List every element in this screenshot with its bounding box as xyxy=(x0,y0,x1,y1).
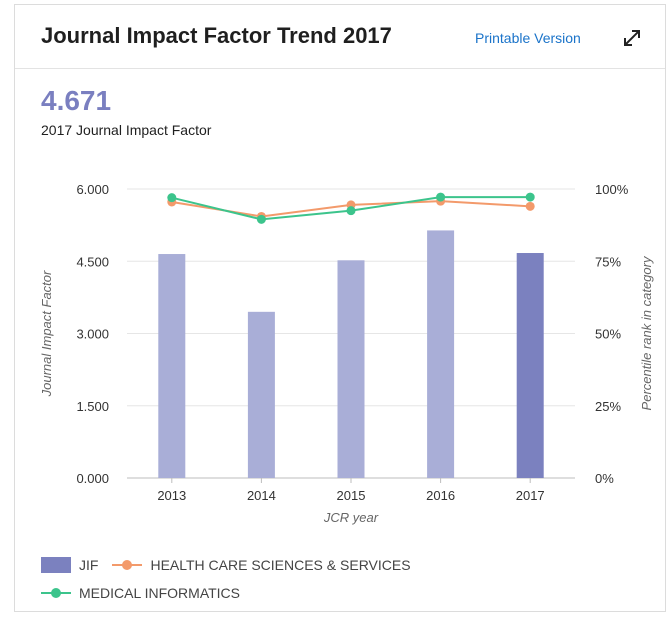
y-tick-label: 0.000 xyxy=(76,471,109,486)
jif-trend-card: Journal Impact Factor Trend 2017 Printab… xyxy=(14,4,666,612)
legend-swatch-medical-informatics xyxy=(41,585,71,601)
bar-2017 xyxy=(516,253,544,478)
legend-label-jif: JIF xyxy=(79,557,99,573)
legend-swatch-health-care xyxy=(112,557,143,573)
card-header: Journal Impact Factor Trend 2017 Printab… xyxy=(15,5,665,69)
y-tick-label: 1.500 xyxy=(76,399,109,414)
bar-layer xyxy=(158,230,544,478)
y-tick-label: 3.000 xyxy=(76,327,109,342)
line-layer xyxy=(167,192,535,224)
bar-2013 xyxy=(158,254,186,478)
jif-value: 4.671 xyxy=(41,85,112,116)
y2-axis-title: Percentile rank in category xyxy=(639,255,654,410)
card-title: Journal Impact Factor Trend 2017 xyxy=(41,23,392,48)
point-medical-informatics-2016 xyxy=(436,192,446,202)
expand-arrows-icon[interactable] xyxy=(621,27,643,49)
legend-swatch-jif xyxy=(41,557,71,573)
printable-version-link[interactable]: Printable Version xyxy=(475,30,581,46)
jif-trend-chart: 0.000 1.500 3.000 4.500 6.000 0% 25% 50% 75% 100%… xyxy=(39,182,654,525)
point-medical-informatics-2015 xyxy=(346,206,356,216)
bar-2015 xyxy=(337,260,365,478)
point-medical-informatics-2013 xyxy=(167,193,177,203)
bar-2016 xyxy=(427,230,455,478)
y-tick-label: 6.000 xyxy=(76,182,109,197)
y-axis-title: Journal Impact Factor xyxy=(39,270,54,397)
y2-tick-label: 25% xyxy=(595,399,621,414)
legend-label-health-care: HEALTH CARE SCIENCES & SERVICES xyxy=(150,557,411,573)
y2-tick-label: 100% xyxy=(595,182,629,197)
chart-legend: JIF HEALTH CARE SCIENCES & SERVICES MEDI… xyxy=(41,551,641,607)
legend-row-1: JIF HEALTH CARE SCIENCES & SERVICES xyxy=(41,551,641,579)
x-tick-label: 2013 xyxy=(157,488,186,503)
x-tick-label: 2015 xyxy=(337,488,366,503)
legend-item-health-care[interactable]: HEALTH CARE SCIENCES & SERVICES xyxy=(112,557,411,573)
legend-item-jif[interactable]: JIF xyxy=(41,557,98,573)
x-tick-label: 2014 xyxy=(247,488,276,503)
jif-label: 2017 Journal Impact Factor xyxy=(41,122,212,138)
tick-layer: 0.000 1.500 3.000 4.500 6.000 0% 25% 50% 75% 100%… xyxy=(76,182,628,503)
point-health-care-2017 xyxy=(525,201,535,211)
legend-row-2: MEDICAL INFORMATICS xyxy=(41,579,641,607)
y-tick-label: 4.500 xyxy=(76,254,109,269)
bar-2014 xyxy=(247,311,275,478)
x-tick-label: 2016 xyxy=(426,488,455,503)
legend-label-medical-informatics: MEDICAL INFORMATICS xyxy=(79,585,241,601)
point-medical-informatics-2017 xyxy=(525,192,535,202)
y2-tick-label: 75% xyxy=(595,254,621,269)
point-medical-informatics-2014 xyxy=(256,214,266,224)
x-axis-title: JCR year xyxy=(323,510,379,525)
y2-tick-label: 50% xyxy=(595,327,621,342)
legend-item-medical-informatics[interactable]: MEDICAL INFORMATICS xyxy=(41,585,240,601)
x-tick-label: 2017 xyxy=(516,488,545,503)
y2-tick-label: 0% xyxy=(595,471,614,486)
